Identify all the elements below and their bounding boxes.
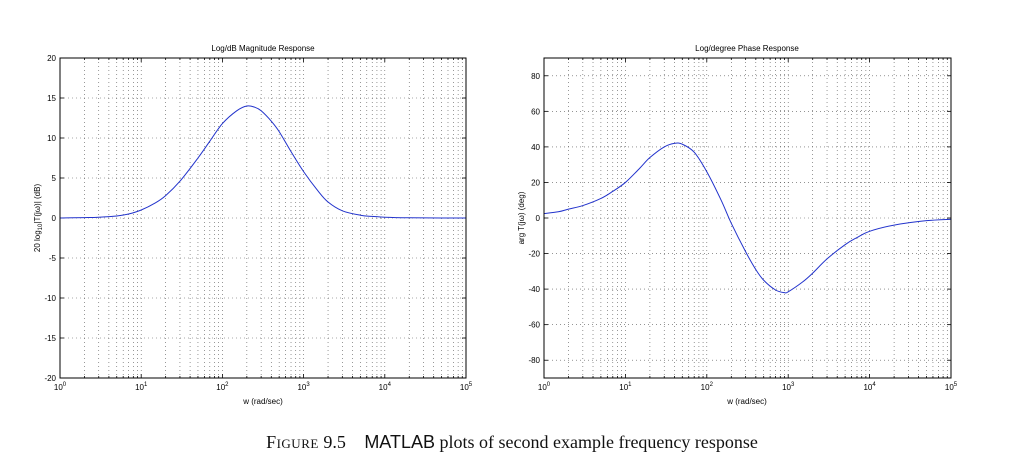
magnitude-y-tick-label: 10: [47, 134, 56, 143]
magnitude-x-tick-label: 102: [216, 382, 229, 392]
phase-x-tick-label: 103: [782, 382, 795, 392]
magnitude-y-tick-label: 0: [52, 214, 57, 223]
phase-x-axis-label: w (rad/sec): [726, 397, 767, 406]
magnitude-y-tick-label: -10: [44, 294, 56, 303]
magnitude-x-tick-label: 100: [54, 382, 67, 392]
phase-x-tick-label: 101: [619, 382, 632, 392]
phase-y-tick-label: 0: [536, 214, 541, 223]
magnitude-y-tick-label: 15: [47, 94, 56, 103]
phase-y-tick-label: -20: [528, 250, 540, 259]
magnitude-y-tick-label: 5: [52, 174, 57, 183]
phase-series-line: [543, 142, 952, 294]
magnitude-y-tick-label: -15: [44, 334, 56, 343]
magnitude-x-tick-label: 104: [379, 382, 392, 392]
phase-y-axis-label: arg T(jω) (deg): [517, 191, 526, 244]
phase-x-tick-label: 105: [945, 382, 958, 392]
magnitude-series: [59, 105, 467, 219]
magnitude-series-line: [59, 105, 467, 219]
phase-ticks: 100 101 102 103 104 105 -80 -60 -40 -20 0 20 40 60 80: [528, 58, 958, 392]
phase-axes-frame: [543, 57, 952, 379]
magnitude-y-label-pre: 20 log: [33, 230, 42, 252]
magnitude-y-tick-label: -20: [44, 374, 56, 383]
figure-caption: Figure 9.5 MATLAB plots of second exampl…: [0, 432, 1024, 453]
phase-chart: 100 101 102 103 104 105-80-60-40-20020406080 …: [517, 44, 958, 406]
phase-y-tick-label: 40: [531, 143, 540, 152]
caption-figure-label: Figure: [266, 432, 319, 452]
caption-text: plots of second example frequency respon…: [435, 432, 758, 452]
magnitude-y-tick-label: -5: [49, 254, 57, 263]
phase-series: [543, 142, 952, 294]
phase-plot-area: [544, 58, 951, 378]
magnitude-chart: 100 101 102 103 104 105 -20 -15 -10 -5 0 5 10 15 20 Lo…: [33, 44, 473, 406]
magnitude-x-tick-label: 105: [460, 382, 473, 392]
phase-y-tick-label: 80: [531, 72, 540, 81]
phase-y-tick-label: -80: [528, 356, 540, 365]
magnitude-axes-frame: [59, 57, 467, 379]
phase-x-tick-label: 100: [538, 382, 551, 392]
phase-y-tick-label: 60: [531, 107, 540, 116]
magnitude-x-axis-label: w (rad/sec): [242, 397, 283, 406]
magnitude-chart-title: Log/dB Magnitude Response: [211, 44, 315, 53]
phase-x-tick-label: 102: [701, 382, 714, 392]
magnitude-y-label-sub: 10: [38, 223, 44, 230]
phase-x-tick-label: 104: [863, 382, 876, 392]
magnitude-x-tick-label: 103: [297, 382, 310, 392]
caption-figure-number: 9.5: [323, 432, 346, 452]
magnitude-x-tick-label: 101: [135, 382, 148, 392]
phase-y-tick-label: 20: [531, 178, 540, 187]
magnitude-y-tick-label: 20: [47, 54, 56, 63]
phase-y-tick-label: -60: [528, 321, 540, 330]
phase-y-tick-label: -40: [528, 285, 540, 294]
phase-chart-title: Log/degree Phase Response: [695, 44, 799, 53]
magnitude-y-axis-label: 20 log10|T(jω)| (dB): [33, 184, 44, 253]
magnitude-y-label-post: |T(jω)| (dB): [33, 184, 42, 224]
caption-matlab-word: MATLAB: [364, 432, 435, 452]
